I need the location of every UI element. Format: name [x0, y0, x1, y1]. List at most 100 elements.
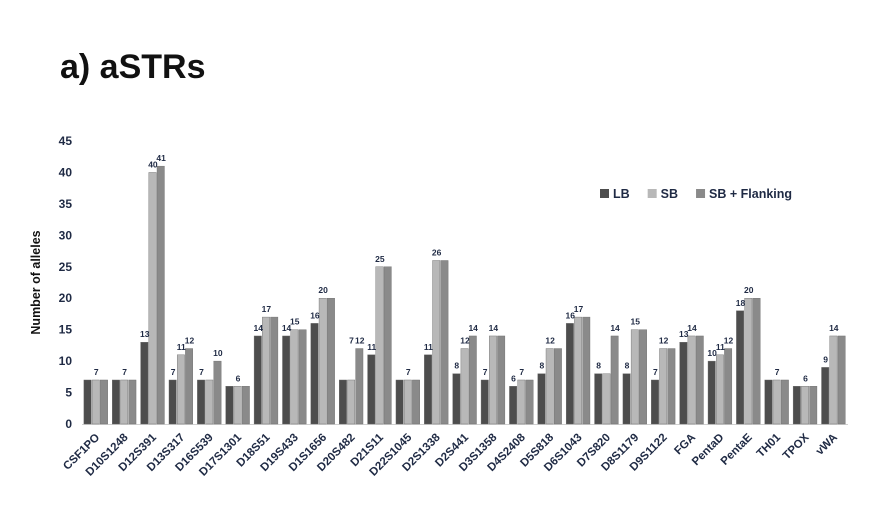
bar-lb-th01	[764, 379, 773, 425]
data-label: 16	[566, 310, 576, 320]
y-axis-label: Number of alleles	[29, 230, 43, 334]
bar-sb-vwa	[829, 335, 838, 425]
bar-sb-flanking-d17s1301	[241, 386, 250, 425]
bar-lb-d5s818	[537, 373, 546, 425]
data-label: 13	[140, 329, 150, 339]
data-label: 9	[823, 354, 828, 364]
bar-sb-tpox	[801, 386, 809, 425]
legend-swatch	[647, 189, 657, 198]
x-tick-label: FGA	[672, 432, 698, 458]
bar-sb-d17s1301	[233, 386, 242, 425]
bar-sb-d12s391	[148, 172, 157, 425]
bar-lb-vwa	[821, 367, 830, 425]
data-label: 11	[367, 342, 376, 352]
data-label: 14	[687, 323, 697, 333]
x-tick-label: vWA	[814, 432, 840, 458]
bar-sb-d3s1358	[489, 335, 497, 425]
bar-sb-flanking-d7s820	[610, 335, 619, 425]
bar-lb-d7s820	[594, 373, 603, 425]
bar-lb-d2s441	[452, 373, 461, 425]
y-tick-label: 30	[59, 228, 73, 242]
y-tick-label: 5	[65, 386, 72, 400]
bar-sb-flanking-csf1po	[100, 379, 108, 425]
data-label: 14	[253, 323, 263, 333]
data-label: 7	[653, 367, 658, 377]
bar-lb-d8s1179	[622, 373, 631, 425]
bar-lb-d16s539	[197, 379, 205, 425]
bar-lb-d13s317	[168, 379, 177, 425]
bar-sb-d2s1338	[432, 260, 441, 425]
data-label: 12	[545, 336, 555, 346]
bar-sb-th01	[772, 379, 781, 425]
bar-lb-d12s391	[140, 342, 149, 425]
bar-sb-d20s482	[347, 379, 356, 425]
data-label: 26	[432, 247, 442, 257]
bar-sb-d6s1043	[574, 316, 582, 425]
bar-sb-flanking-vwa	[837, 335, 846, 425]
chart-bars	[83, 165, 846, 425]
bar-sb-d13s317	[176, 354, 185, 425]
bar-sb-flanking-fga	[695, 335, 704, 425]
data-label: 10	[707, 348, 717, 358]
data-label: 8	[625, 361, 630, 371]
data-label: 7	[122, 367, 127, 377]
bar-lb-d6s1043	[565, 323, 574, 425]
chart-legend: LB SB SB + Flanking	[600, 187, 792, 201]
data-label: 20	[318, 285, 328, 295]
bar-lb-d18s51	[253, 335, 262, 425]
data-label: 7	[775, 367, 780, 377]
bar-sb-flanking-d10s1248	[128, 379, 137, 425]
y-tick-label: 35	[59, 197, 73, 211]
y-tick-label: 15	[59, 323, 73, 337]
bar-lb-d1s1656	[310, 323, 319, 425]
bar-lb-d17s1301	[225, 386, 234, 425]
bar-sb-flanking-d22s1045	[412, 379, 420, 425]
data-label: 13	[679, 329, 689, 339]
data-label: 6	[236, 373, 241, 383]
bar-sb-flanking-th01	[780, 379, 789, 425]
data-label: 41	[156, 153, 166, 163]
y-tick-label: 25	[59, 260, 73, 274]
data-label: 40	[148, 159, 158, 169]
y-tick-label: 0	[65, 417, 72, 431]
data-label: 7	[94, 367, 99, 377]
bar-sb-d16s539	[205, 379, 214, 425]
y-tick-label: 10	[59, 354, 73, 368]
bar-sb-d2s441	[460, 348, 469, 425]
data-label: 17	[262, 304, 272, 314]
bar-sb-flanking-d9s1122	[667, 348, 676, 425]
data-label: 20	[744, 285, 754, 295]
data-label: 17	[574, 304, 584, 314]
y-tick-label: 20	[59, 291, 73, 305]
bar-sb-d4s2408	[517, 379, 526, 425]
data-label: 7	[349, 336, 354, 346]
legend-swatch	[696, 189, 706, 198]
data-label: 11	[716, 342, 725, 352]
data-label: 14	[282, 323, 292, 333]
bar-lb-pentad	[707, 360, 716, 425]
data-label: 8	[540, 361, 545, 371]
bar-sb-flanking-d12s391	[156, 165, 165, 425]
data-label: 14	[829, 323, 839, 333]
data-label: 15	[290, 317, 300, 327]
bar-sb-d18s51	[262, 316, 270, 425]
bar-sb-d21s11	[375, 266, 384, 425]
y-tick-label: 40	[59, 165, 73, 179]
bar-sb-d9s1122	[659, 348, 668, 425]
bar-sb-d7s820	[602, 373, 611, 425]
bar-lb-tpox	[792, 386, 801, 425]
data-label: 18	[736, 298, 746, 308]
data-label: 11	[424, 342, 433, 352]
bar-sb-flanking-d3s1358	[497, 335, 506, 425]
bar-sb-flanking-pentad	[724, 348, 733, 425]
bar-sb-flanking-d1s1656	[327, 298, 335, 425]
bar-sb-flanking-d19s433	[298, 329, 307, 425]
data-label: 6	[803, 373, 808, 383]
bar-lb-d4s2408	[509, 386, 518, 425]
data-label: 7	[519, 367, 524, 377]
data-label: 8	[596, 361, 601, 371]
bar-sb-flanking-d8s1179	[639, 329, 647, 425]
x-tick-label: TH01	[755, 431, 784, 460]
